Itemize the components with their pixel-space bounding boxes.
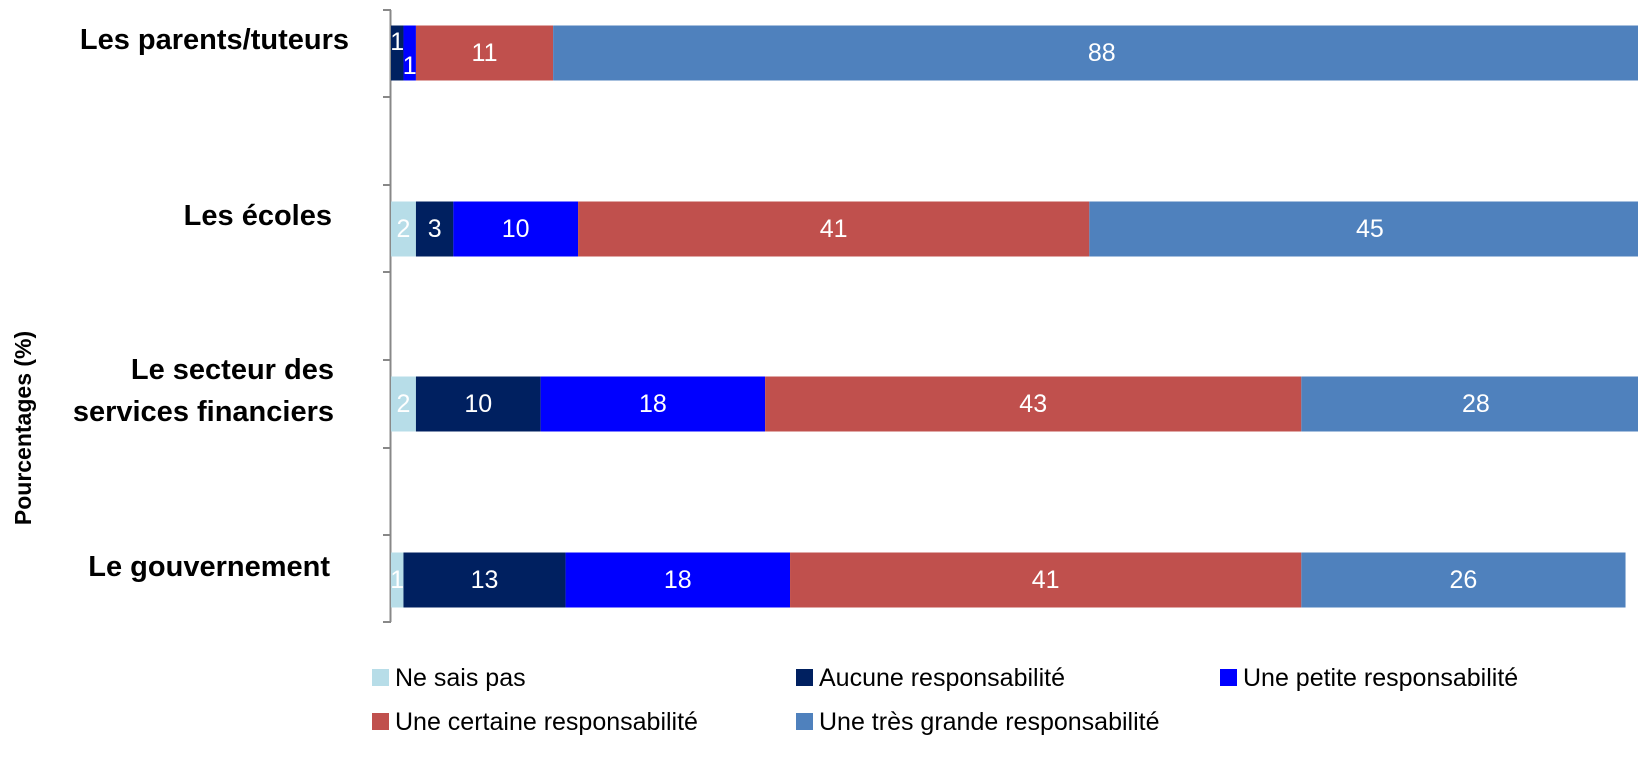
legend-swatch xyxy=(372,713,389,730)
legend-swatch xyxy=(796,713,813,730)
bar-segment xyxy=(415,201,454,257)
bar-segment xyxy=(540,376,766,432)
data-label: 11 xyxy=(472,39,498,67)
data-label: 45 xyxy=(1356,215,1384,243)
category-label: Le gouvernement xyxy=(88,551,330,583)
legend-item-label: Une petite responsabilité xyxy=(1243,664,1518,692)
bar-segment xyxy=(391,201,416,257)
data-label: 26 xyxy=(1450,566,1478,594)
legend-swatch xyxy=(796,669,813,686)
legend: Ne sais pas Aucune responsabilité Une peti… xyxy=(372,664,1518,736)
bars: 11 11 882 3 10 41 452 10 18 43 281 13 18 41 26 xyxy=(390,25,1638,608)
data-label: 88 xyxy=(1088,39,1116,67)
bar-segment xyxy=(391,25,404,81)
bar-segment xyxy=(553,25,1638,81)
bar-segment xyxy=(391,552,404,608)
legend-item-label: Une très grande responsabilité xyxy=(819,708,1159,736)
data-label: 3 xyxy=(428,215,442,243)
data-label: 18 xyxy=(664,566,692,594)
data-label: 13 xyxy=(471,566,499,594)
data-label: 10 xyxy=(502,215,530,243)
data-label: 43 xyxy=(1019,390,1047,418)
y-axis xyxy=(383,9,392,623)
data-label: 41 xyxy=(1032,566,1060,594)
bar-segment xyxy=(453,201,579,257)
data-label: 2 xyxy=(397,390,411,418)
legend-swatch xyxy=(372,669,389,686)
category-label: Les écoles xyxy=(184,200,332,232)
bar-segment xyxy=(415,376,541,432)
category-label: Le secteur des xyxy=(131,354,334,386)
bar-segment xyxy=(403,552,566,608)
legend-item-label: Ne sais pas xyxy=(395,664,526,692)
data-label: 18 xyxy=(639,390,667,418)
bar-segment xyxy=(1301,552,1626,608)
data-label: 10 xyxy=(464,390,492,418)
data-label: 2 xyxy=(397,215,411,243)
bar-segment xyxy=(790,552,1302,608)
bar-segment xyxy=(391,376,416,432)
category-label: Les parents/tuteurs xyxy=(80,24,349,56)
y-axis-title: Pourcentages (%) xyxy=(10,331,36,525)
bar-segment xyxy=(403,25,416,81)
data-label: 28 xyxy=(1462,390,1490,418)
legend-item-label: Une certaine responsabilité xyxy=(395,708,698,736)
bar-segment xyxy=(578,201,1090,257)
bar-segment xyxy=(765,376,1302,432)
category-labels: Les parents/tuteurs Les écoles Le secteur … xyxy=(73,24,349,583)
data-label: 1 xyxy=(403,52,417,80)
bar-segment xyxy=(1089,201,1638,257)
bar-segment xyxy=(1301,376,1638,432)
bar-segment xyxy=(565,552,791,608)
data-label: 41 xyxy=(820,215,848,243)
data-label: 1 xyxy=(390,28,404,56)
legend-item-label: Aucune responsabilité xyxy=(819,664,1065,692)
data-label: 1 xyxy=(390,566,404,594)
category-label: services financiers xyxy=(73,396,334,428)
legend-swatch xyxy=(1220,669,1237,686)
bar-segment xyxy=(415,25,554,81)
